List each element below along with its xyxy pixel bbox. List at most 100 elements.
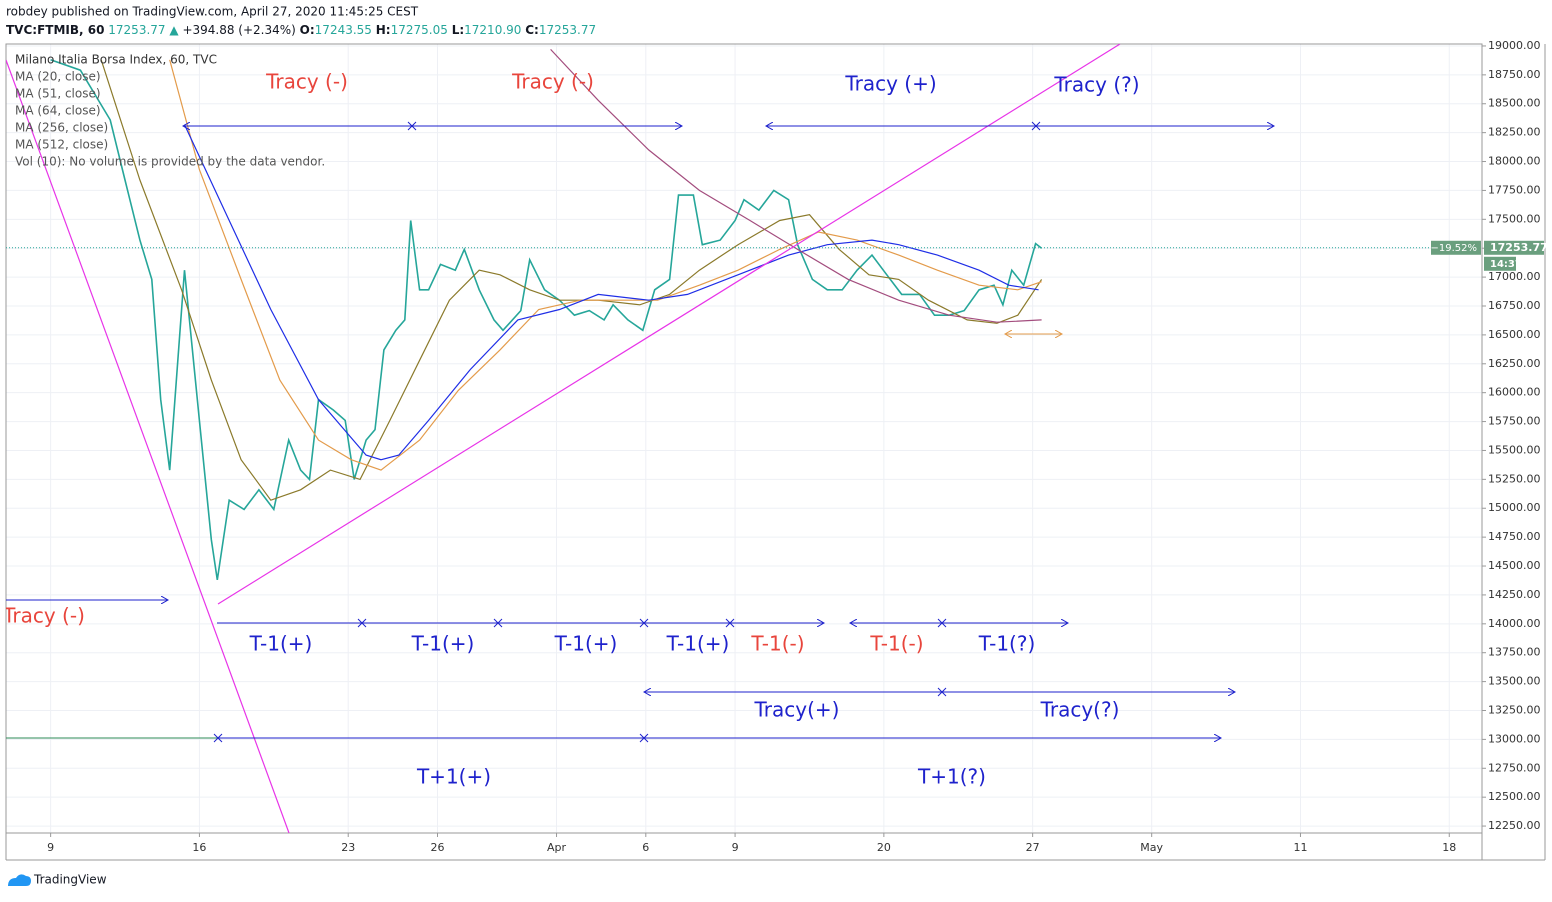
legend-entry: MA (64, close) xyxy=(15,104,101,118)
annotation: T-1(+) xyxy=(249,632,313,656)
annotation: Tracy (?) xyxy=(1053,73,1139,97)
x-tick-label: 18 xyxy=(1442,841,1456,854)
annotation: Tracy (-) xyxy=(511,70,594,94)
y-tick-label: 18250.00 xyxy=(1488,126,1541,139)
annotations: Tracy (-) Tracy (-) Tracy (+) Tracy (?) … xyxy=(2,70,1140,789)
y-tick-label: 18500.00 xyxy=(1488,97,1541,110)
x-tick-label: May xyxy=(1140,841,1163,854)
x-tick-label: 23 xyxy=(341,841,355,854)
y-tick-label: 16500.00 xyxy=(1488,328,1541,341)
x-tick-label: Apr xyxy=(547,841,567,854)
y-tick-label: 14500.00 xyxy=(1488,559,1541,572)
grid xyxy=(6,44,1482,833)
symbol: TVC:FTMIB, 60 xyxy=(6,23,104,37)
ma-line xyxy=(550,48,1042,323)
low: 17210.90 xyxy=(464,23,521,37)
ma-line xyxy=(183,124,1039,461)
annotation: Tracy(?) xyxy=(1040,698,1120,722)
y-tick-label: 19000.00 xyxy=(1488,39,1541,52)
series-layer xyxy=(6,48,1482,581)
y-tick-label: 15500.00 xyxy=(1488,443,1541,456)
x-tick-label: 9 xyxy=(47,841,54,854)
legend-entry: MA (51, close) xyxy=(15,87,101,101)
change: +394.88 (+2.34%) xyxy=(182,23,295,37)
x-tick-label: 27 xyxy=(1026,841,1040,854)
annotation: T-1(-) xyxy=(750,632,804,656)
trend-line xyxy=(217,44,1121,605)
y-tick-label: 17500.00 xyxy=(1488,212,1541,225)
logo-icon xyxy=(8,874,31,886)
legend-entry: MA (256, close) xyxy=(15,121,108,135)
legend: Milano Italia Borsa Index, 60, TVC MA (2… xyxy=(15,53,325,169)
annotation: T-1(+) xyxy=(666,632,730,656)
publisher-line: robdey published on TradingView.com, Apr… xyxy=(6,5,419,19)
ohlc-line: TVC:FTMIB, 60 17253.77 ▲ +394.88 (+2.34%… xyxy=(6,23,596,37)
close: 17253.77 xyxy=(539,23,596,37)
annotation: Tracy (-) xyxy=(265,70,348,94)
annotation: Tracy (+) xyxy=(844,72,936,96)
header: robdey published on TradingView.com, Apr… xyxy=(6,5,596,37)
legend-entry: Vol (10): No volume is provided by the d… xyxy=(15,155,325,169)
y-tick-label: 15250.00 xyxy=(1488,472,1541,485)
anchor-marks xyxy=(213,121,1041,743)
y-tick-label: 16000.00 xyxy=(1488,386,1541,399)
x-tick-label: 6 xyxy=(642,841,649,854)
countdown-label: 14:37 xyxy=(1490,259,1522,270)
ma-line xyxy=(100,59,1043,501)
change-badge xyxy=(1431,240,1481,255)
y-tick-label: 13750.00 xyxy=(1488,646,1541,659)
y-tick-label: 12250.00 xyxy=(1488,819,1541,832)
y-tick-label: 13000.00 xyxy=(1488,732,1541,745)
c-label: C: xyxy=(525,23,539,37)
drawings xyxy=(6,44,1274,833)
y-tick-label: 14000.00 xyxy=(1488,617,1541,630)
y-tick-label: 16750.00 xyxy=(1488,299,1541,312)
y-tick-label: 14250.00 xyxy=(1488,588,1541,601)
y-tick-label: 15000.00 xyxy=(1488,501,1541,514)
footer: TradingView xyxy=(8,873,107,887)
change-label: −19.52% xyxy=(1430,243,1477,254)
legend-entry: MA (20, close) xyxy=(15,70,101,84)
y-tick-label: 17750.00 xyxy=(1488,183,1541,196)
legend-title: Milano Italia Borsa Index, 60, TVC xyxy=(15,53,217,67)
open: 17243.55 xyxy=(315,23,372,37)
l-label: L: xyxy=(452,23,464,37)
y-tick-label: 12500.00 xyxy=(1488,790,1541,803)
y-tick-label: 12750.00 xyxy=(1488,761,1541,774)
annotation: T-1(+) xyxy=(554,632,618,656)
h-label: H: xyxy=(376,23,391,37)
y-tick-label: 18750.00 xyxy=(1488,68,1541,81)
x-tick-label: 11 xyxy=(1293,841,1307,854)
last: 17253.77 xyxy=(108,23,165,37)
y-tick-label: 15750.00 xyxy=(1488,415,1541,428)
y-tick-label: 18000.00 xyxy=(1488,155,1541,168)
annotation: T-1(?) xyxy=(978,632,1036,656)
annotation: T+1(+) xyxy=(416,765,491,789)
y-tick-label: 13250.00 xyxy=(1488,703,1541,716)
x-tick-label: 26 xyxy=(430,841,444,854)
countdown-badge xyxy=(1484,256,1516,271)
x-tick-label: 16 xyxy=(192,841,206,854)
arrow: ▲ xyxy=(169,23,179,37)
trend-line xyxy=(6,59,290,833)
x-tick-label: 9 xyxy=(732,841,739,854)
y-tick-label: 14750.00 xyxy=(1488,530,1541,543)
high: 17275.05 xyxy=(391,23,448,37)
legend-entry: MA (512, close) xyxy=(15,138,108,152)
y-tick-label: 16250.00 xyxy=(1488,357,1541,370)
brand: TradingView xyxy=(33,873,107,887)
price-line xyxy=(50,59,1043,581)
y-tick-label: 17000.00 xyxy=(1488,270,1541,283)
annotation: Tracy (-) xyxy=(2,604,85,628)
x-tick-label: 20 xyxy=(877,841,891,854)
o-label: O: xyxy=(300,23,315,37)
annotation: Tracy(+) xyxy=(754,698,840,722)
price-badge xyxy=(1484,240,1544,255)
annotation: T-1(-) xyxy=(869,632,923,656)
price-label: 17253.77 xyxy=(1490,241,1548,254)
annotation: T+1(?) xyxy=(917,765,986,789)
ma-line xyxy=(169,59,1042,471)
annotation: T-1(+) xyxy=(411,632,475,656)
y-tick-label: 13500.00 xyxy=(1488,675,1541,688)
